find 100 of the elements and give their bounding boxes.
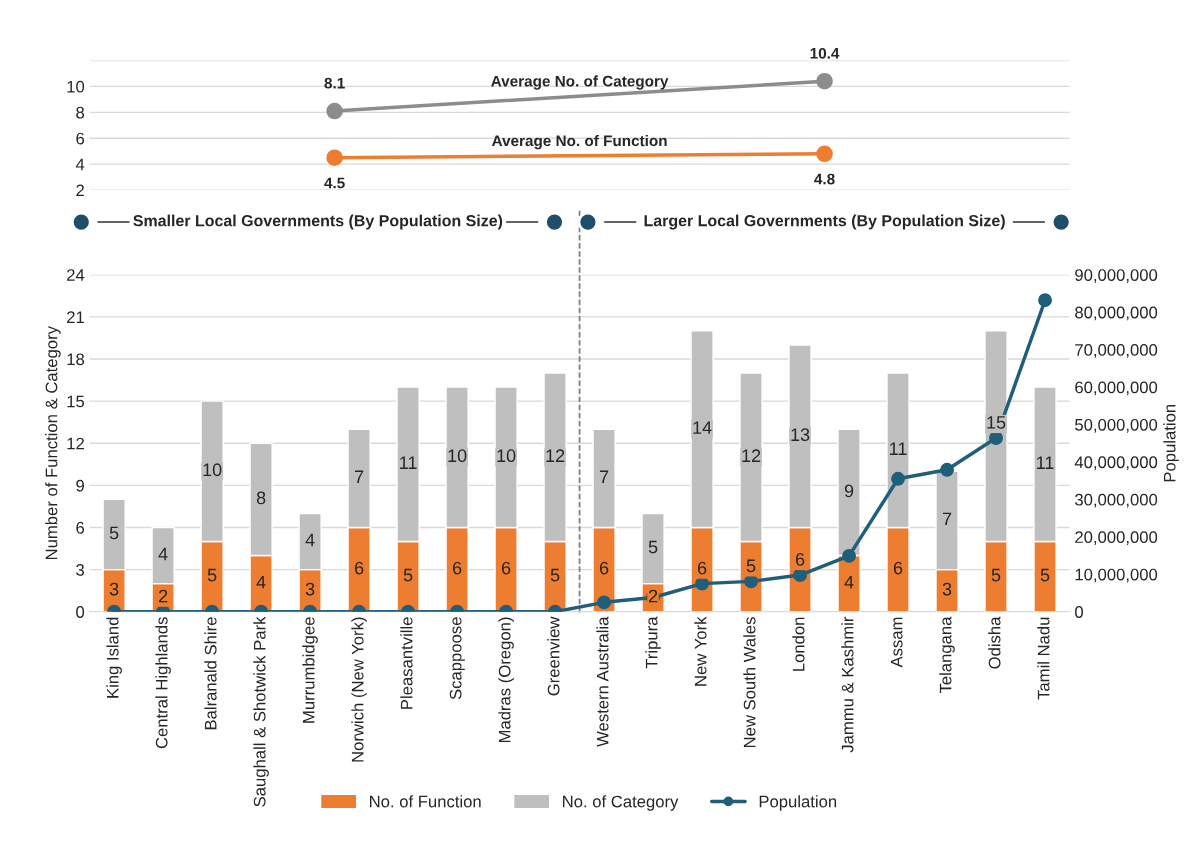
data-label: 10 — [203, 463, 222, 477]
x-tick-label: Balranald Shire — [204, 617, 217, 730]
y-tick-label: 3 — [76, 563, 85, 576]
y2-tick-label: 20,000,000 — [1075, 531, 1158, 545]
data-label: 6 — [501, 561, 511, 575]
data-label: 2 — [159, 589, 168, 603]
data-label: 7 — [942, 512, 952, 526]
y-tick-label: 18 — [67, 353, 85, 366]
data-label: 5 — [207, 568, 217, 582]
data-label: 13 — [791, 428, 810, 442]
data-label: 15 — [987, 416, 1006, 429]
y-tick-label: 6 — [76, 132, 85, 145]
data-label: 5 — [648, 540, 658, 554]
data-label: 6 — [599, 561, 609, 575]
y-tick-label: 10 — [67, 80, 85, 93]
x-tick-label: Assam — [890, 617, 903, 668]
data-label: 6 — [354, 561, 364, 575]
x-tick-label: Norwich (New York) — [351, 617, 367, 762]
data-label: 11 — [890, 442, 907, 455]
y-tick-label: 0 — [76, 606, 85, 618]
series-label: Average No. of Category — [491, 75, 669, 90]
x-tick-label: Jammu & Kashmir — [841, 616, 854, 753]
data-label: 3 — [305, 582, 315, 596]
legend-label: No. of Category — [563, 795, 679, 811]
point — [816, 145, 833, 163]
data-label: 5 — [1040, 568, 1050, 582]
x-tick-label: Scappoose — [449, 617, 465, 700]
data-label: 5 — [550, 568, 560, 582]
y2-tick-label: 0 — [1075, 606, 1083, 618]
y2-tick-label: 90,000,000 — [1075, 269, 1158, 283]
point — [326, 102, 343, 120]
y2-tick-label: 50,000,000 — [1075, 418, 1158, 433]
y-tick-label: 24 — [67, 269, 85, 281]
data-label: 12 — [742, 449, 761, 462]
data-label: 11 — [1037, 456, 1054, 469]
y-tick-label: 9 — [76, 479, 84, 492]
x-tick-label: Tamil Nadu — [1037, 617, 1050, 700]
data-label: 5 — [403, 568, 413, 582]
data-label: 4.5 — [324, 177, 345, 189]
y2-tick-label: 70,000,000 — [1075, 344, 1158, 358]
point — [816, 72, 833, 90]
data-label: 10.4 — [810, 47, 840, 59]
data-label: 4 — [844, 575, 854, 589]
data-label: 14 — [693, 421, 712, 434]
data-label: 7 — [355, 470, 364, 483]
data-label: 6 — [893, 561, 903, 575]
point — [326, 149, 343, 166]
x-tick-label: King Island — [106, 617, 122, 698]
data-label: 6 — [795, 553, 805, 566]
point — [940, 462, 954, 477]
x-tick-label: Telangana — [939, 616, 955, 694]
y2-tick-label: 40,000,000 — [1074, 456, 1158, 471]
y-axis-title: Number of Function & Category — [45, 326, 61, 560]
point — [842, 548, 856, 563]
point — [891, 471, 905, 486]
y2-axis-title: Population — [1163, 404, 1179, 482]
data-label: 5 — [746, 559, 756, 573]
data-label: 7 — [599, 470, 609, 483]
data-label: 2 — [648, 589, 658, 603]
data-label: 4 — [158, 547, 168, 561]
data-label: 5 — [109, 526, 119, 540]
data-label: 6 — [452, 561, 462, 575]
data-label: 6 — [697, 561, 707, 575]
y-tick-label: 8 — [76, 106, 85, 119]
point — [989, 431, 1003, 445]
data-label: 9 — [844, 484, 854, 498]
x-tick-label: Saughall & Shotwick Park — [253, 616, 269, 807]
data-label: 8 — [256, 491, 266, 505]
y2-tick-label: 10,000,000 — [1075, 568, 1158, 583]
y2-tick-label: 80,000,000 — [1075, 306, 1158, 321]
series-label: Average No. of Function — [491, 134, 667, 150]
data-label: 4 — [305, 533, 315, 547]
x-tick-label: Madras (Oregon) — [498, 617, 514, 743]
x-tick-label: Tripura — [645, 616, 661, 669]
y-tick-label: 15 — [67, 395, 85, 408]
data-label: 11 — [400, 456, 417, 469]
y-tick-label: 2 — [76, 184, 84, 197]
y-tick-label: 4 — [75, 158, 85, 171]
y2-tick-label: 30,000,000 — [1075, 493, 1158, 508]
y-tick-label: 21 — [67, 311, 84, 323]
y2-tick-label: 60,000,000 — [1075, 381, 1158, 396]
data-label: 3 — [942, 582, 952, 596]
y-tick-label: 6 — [76, 521, 85, 534]
data-label: 10 — [497, 449, 516, 463]
x-tick-label: Greenview — [547, 616, 560, 696]
data-label: 4 — [256, 575, 266, 589]
x-tick-label: Pleasantville — [400, 617, 413, 709]
x-tick-label: New York — [694, 616, 707, 686]
legend-label: No. of Function — [370, 795, 481, 808]
x-tick-label: Western Australia — [596, 616, 609, 747]
text: Smaller Local Governments (By Population Size) — [133, 214, 503, 230]
text: Larger Local Governments (By Population Size) — [644, 214, 1005, 230]
y-tick-label: 12 — [67, 437, 84, 450]
legend-label: Population — [759, 795, 837, 811]
x-tick-label: Central Highlands — [155, 617, 171, 749]
x-tick-label: New South Wales — [743, 617, 756, 748]
x-tick-label: London — [792, 617, 805, 671]
data-label: 12 — [546, 449, 565, 462]
data-label: 10 — [448, 449, 467, 463]
data-label: 4.8 — [814, 173, 835, 185]
